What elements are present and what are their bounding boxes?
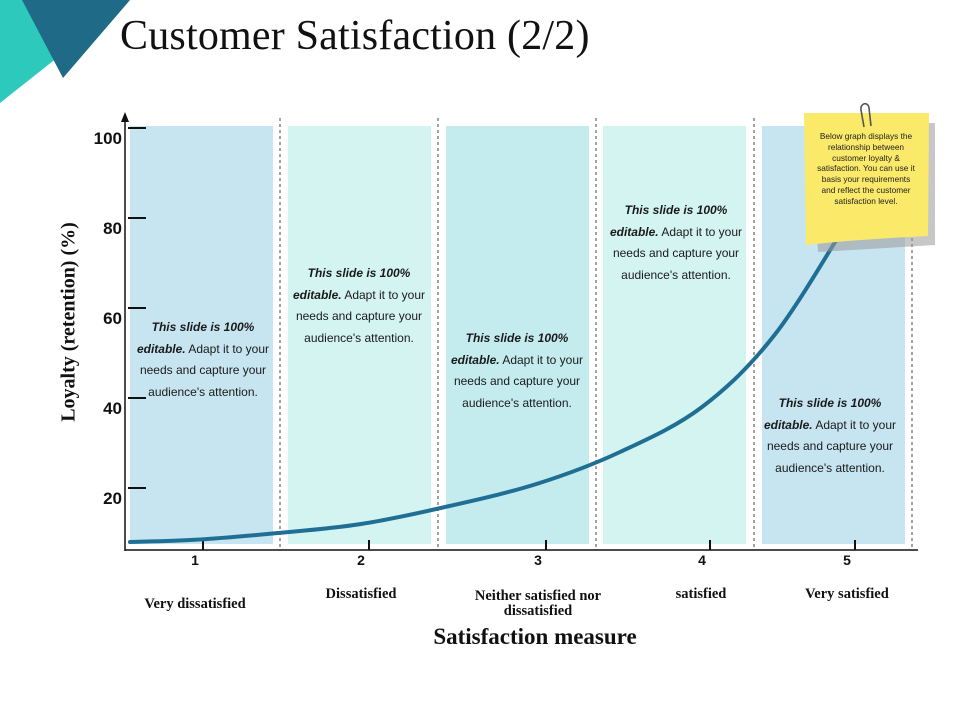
y-axis-arrow-icon [121,112,129,122]
band-text-2: This slide is 100% editable. Adapt it to… [292,266,426,345]
band-text-1: This slide is 100% editable. Adapt it to… [136,320,270,399]
x-axis-title: Satisfaction measure [433,624,637,649]
band-text-3: This slide is 100% editable. Adapt it to… [450,331,584,410]
x-axis-ticks: 1 2 3 4 5 [191,540,856,568]
category-label-2: Dissatisfied [325,586,397,602]
sticky-note-text: Below graph displays the relationship be… [817,131,915,206]
loyalty-curve-line [128,220,849,544]
y-tick-label-60: 60 [103,309,122,328]
y-axis-ticks: 20 40 60 80 100 [94,127,146,508]
x-tick-label-2: 2 [357,552,365,568]
band-text-5: This slide is 100% editable. Adapt it to… [763,396,897,475]
x-tick-label-5: 5 [843,552,851,568]
category-label-3: Neither satisfied nor dissatisfied [474,588,602,619]
category-label-4: satisfied [675,586,727,602]
band-4 [603,126,746,544]
corner-dark-triangle [22,0,130,78]
y-axis-title: Loyalty (retention) (%) [57,222,80,422]
paperclip-icon [860,102,872,128]
y-tick-label-20: 20 [103,489,122,508]
x-tick-label-4: 4 [698,552,706,568]
x-tick-label-1: 1 [191,552,199,568]
y-tick-label-40: 40 [103,399,122,418]
category-label-1: Very dissatisfied [144,596,246,612]
y-tick-label-80: 80 [103,219,122,238]
page-title: Customer Satisfaction (2/2) [120,13,590,59]
band-1 [130,126,273,544]
band-text-4: This slide is 100% editable. Adapt it to… [609,203,743,282]
category-label-5: Very satisfied [805,586,889,602]
x-tick-label-3: 3 [534,552,542,568]
y-tick-label-100: 100 [94,129,122,148]
band-2 [288,126,431,544]
sticky-note [804,113,929,245]
